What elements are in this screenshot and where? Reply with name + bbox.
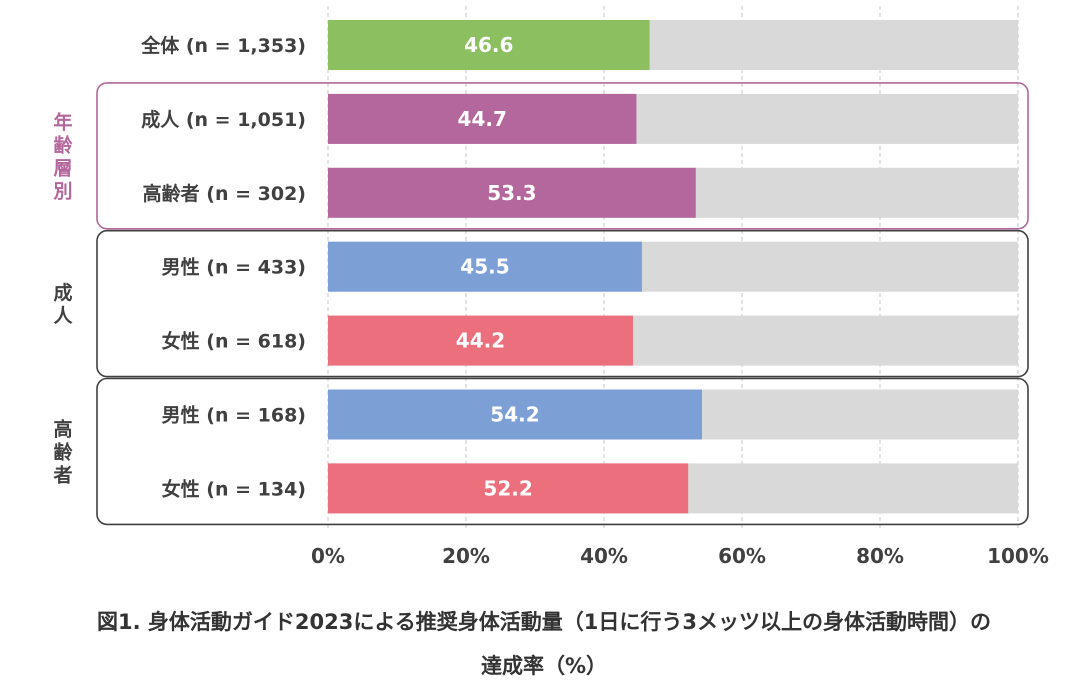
group-box [96,82,1029,230]
category-label: 成人 (n = 1,051) [141,108,306,131]
group-label-char: 齢 [53,133,73,156]
bar-value-label: 44.2 [456,329,505,353]
bar-value-label: 54.2 [490,403,539,427]
group-box [96,229,1029,378]
x-tick-label: 40% [580,544,628,568]
bar-value-label: 53.3 [487,181,536,205]
group-label-char: 年 [53,110,72,133]
group-box [96,377,1029,526]
group-label-char: 齢 [53,440,73,463]
group-label-char: 高 [53,417,72,440]
group-label-char: 成 [53,281,72,304]
bar-value-label: 46.6 [464,33,513,57]
chart-caption-line1: 図1. 身体活動ガイド2023による推奨身体活動量（1日に行う3メッツ以上の身体… [97,610,991,634]
x-tick-label: 60% [718,544,766,568]
bar-value-label: 52.2 [483,476,532,500]
group-label-char: 層 [53,157,72,179]
category-labels: 全体 (n = 1,353) 成人 (n = 1,051) 高齢者 (n = 302… [140,34,306,500]
bar [328,20,650,70]
category-label: 高齢者 (n = 302) [143,182,306,205]
category-label: 女性 (n = 618) [162,330,306,353]
category-label: 女性 (n = 134) [162,477,306,500]
category-label: 男性 (n = 433) [162,256,306,279]
bar [328,241,642,292]
bar [328,93,637,144]
bar [328,167,696,218]
bar [328,463,689,514]
x-tick-label: 100% [987,544,1049,568]
x-tick-label: 20% [442,544,490,568]
x-tick-label: 80% [856,544,904,568]
bar [328,389,702,440]
bar [328,315,633,366]
category-label: 全体 (n = 1,353) [140,34,306,57]
group-label-char: 人 [53,305,73,327]
x-axis-ticks: 0% 20% 40% 60% 80% 100% [311,544,1049,568]
category-label: 男性 (n = 168) [162,404,306,427]
bars: 46.6 44.7 53.3 45.5 44.2 54.2 52.2 [328,20,702,514]
chart-caption-line2: 達成率（%） [480,654,608,678]
group-label-char: 者 [53,464,72,486]
bar-value-label: 45.5 [460,255,509,279]
x-tick-label: 0% [311,544,345,568]
group-label-char: 別 [53,180,72,202]
bar-value-label: 44.7 [458,107,507,131]
